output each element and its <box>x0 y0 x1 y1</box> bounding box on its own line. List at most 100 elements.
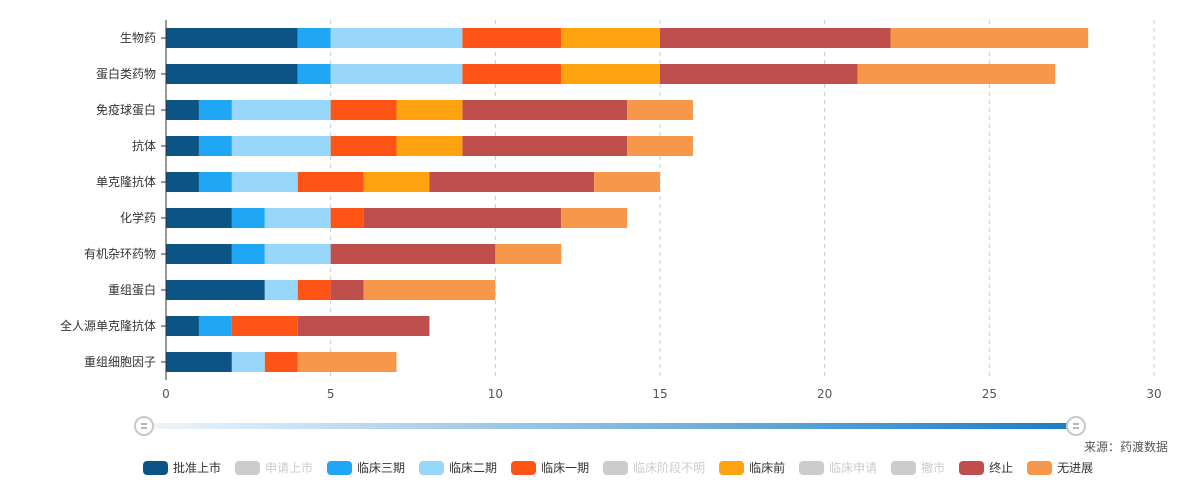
y-category-label: 免疫球蛋白 <box>96 102 156 117</box>
legend-item[interactable]: 申请上市 <box>235 459 313 476</box>
legend-label: 无进展 <box>1057 461 1094 475</box>
legend-item[interactable]: 批准上市 <box>143 459 221 476</box>
bar-segment[interactable] <box>166 352 232 372</box>
bar-segment[interactable] <box>297 352 397 372</box>
bar-segment[interactable] <box>297 28 331 48</box>
bar-segment[interactable] <box>462 64 562 84</box>
bar-segment[interactable] <box>363 172 430 192</box>
bar-segment[interactable] <box>198 316 232 336</box>
y-category-label: 重组蛋白 <box>108 282 156 297</box>
bars <box>166 28 1089 372</box>
bar-segment[interactable] <box>330 244 496 264</box>
bar-segment[interactable] <box>561 208 628 228</box>
legend-swatch <box>511 460 537 475</box>
bar-segment[interactable] <box>264 352 298 372</box>
bar-segment[interactable] <box>627 136 693 156</box>
axes: 0 5 10 15 20 25 30 生物药蛋白类药物免疫球蛋白抗体单克隆抗体化学药有机杂环药… <box>60 20 1162 401</box>
bar-segment[interactable] <box>594 172 660 192</box>
bar-segment[interactable] <box>462 100 628 120</box>
legend-item[interactable]: 临床一期 <box>511 459 589 476</box>
bar-segment[interactable] <box>363 208 562 228</box>
y-category-label: 单克隆抗体 <box>96 174 156 189</box>
bar-segment[interactable] <box>231 316 298 336</box>
bar-segment[interactable] <box>166 28 298 48</box>
zoom-handle-left[interactable] <box>134 416 154 436</box>
bar-segment[interactable] <box>166 208 232 228</box>
bar-segment[interactable] <box>462 136 628 156</box>
legend-item[interactable]: 撤市 <box>891 459 945 476</box>
bar-segment[interactable] <box>231 208 265 228</box>
x-tick-label: 20 <box>817 387 832 401</box>
bar-segment[interactable] <box>231 100 331 120</box>
legend-item[interactable]: 临床三期 <box>327 459 405 476</box>
legend-swatch <box>1027 460 1053 475</box>
bar-segment[interactable] <box>330 208 364 228</box>
y-category-label: 全人源单克隆抗体 <box>60 318 156 333</box>
bar-segment[interactable] <box>495 244 562 264</box>
zoom-range[interactable] <box>144 423 1076 429</box>
legend-item[interactable]: 临床前 <box>719 459 785 476</box>
legend-item[interactable]: 无进展 <box>1027 459 1093 476</box>
x-tick-label: 5 <box>327 387 335 401</box>
bar-segment[interactable] <box>297 280 331 300</box>
bar-segment[interactable] <box>166 172 199 192</box>
x-tick-label: 15 <box>652 387 667 401</box>
legend-label: 临床二期 <box>449 461 498 475</box>
bar-segment[interactable] <box>166 244 232 264</box>
bar-segment[interactable] <box>330 100 397 120</box>
bar-segment[interactable] <box>166 100 199 120</box>
legend-swatch <box>143 460 168 475</box>
legend-item[interactable]: 临床二期 <box>419 459 497 476</box>
legend-label: 终止 <box>989 461 1014 475</box>
bar-segment[interactable] <box>660 28 891 48</box>
bar-segment[interactable] <box>462 28 562 48</box>
legend-swatch <box>719 460 745 475</box>
zoom-handle-right[interactable] <box>1066 416 1086 436</box>
bar-segment[interactable] <box>330 280 364 300</box>
bar-segment[interactable] <box>166 136 199 156</box>
bar-segment[interactable] <box>297 172 364 192</box>
source-note: 来源：药渡数据 <box>1083 440 1168 454</box>
legend-label: 临床申请 <box>829 461 878 475</box>
bar-segment[interactable] <box>231 352 265 372</box>
y-category-label: 蛋白类药物 <box>96 66 156 81</box>
legend-label: 临床一期 <box>541 461 590 475</box>
legend-item[interactable]: 终止 <box>959 459 1013 476</box>
bar-segment[interactable] <box>264 244 331 264</box>
bar-segment[interactable] <box>297 316 430 336</box>
bar-segment[interactable] <box>627 100 693 120</box>
bar-segment[interactable] <box>890 28 1089 48</box>
legend-item[interactable]: 临床阶段不明 <box>603 459 705 476</box>
bar-segment[interactable] <box>166 64 298 84</box>
bar-segment[interactable] <box>330 28 463 48</box>
bar-segment[interactable] <box>231 136 331 156</box>
bar-segment[interactable] <box>660 64 858 84</box>
bar-segment[interactable] <box>429 172 595 192</box>
bar-segment[interactable] <box>231 172 298 192</box>
bar-segment[interactable] <box>330 136 397 156</box>
legend-label: 申请上市 <box>265 461 314 475</box>
y-category-label: 化学药 <box>120 210 156 225</box>
legend: 批准上市 申请上市 临床三期 临床二期 临床一期 临床阶段不明 临床前 临床申请 撤市 终止 无进展 <box>143 459 1093 476</box>
bar-segment[interactable] <box>198 100 232 120</box>
bar-segment[interactable] <box>857 64 1056 84</box>
bar-segment[interactable] <box>264 208 331 228</box>
legend-item[interactable]: 临床申请 <box>799 459 877 476</box>
bar-segment[interactable] <box>363 280 496 300</box>
bar-segment[interactable] <box>396 136 463 156</box>
bar-segment[interactable] <box>166 316 199 336</box>
bar-segment[interactable] <box>561 64 660 84</box>
legend-swatch <box>419 460 445 475</box>
bar-segment[interactable] <box>231 244 265 264</box>
bar-segment[interactable] <box>198 172 232 192</box>
bar-segment[interactable] <box>396 100 463 120</box>
bar-segment[interactable] <box>264 280 298 300</box>
legend-label: 撤市 <box>921 461 946 475</box>
bar-segment[interactable] <box>198 136 232 156</box>
bar-segment[interactable] <box>166 280 265 300</box>
bar-segment[interactable] <box>561 28 660 48</box>
bar-segment[interactable] <box>330 64 463 84</box>
data-zoom-slider[interactable] <box>134 416 1086 436</box>
bar-segment[interactable] <box>297 64 331 84</box>
